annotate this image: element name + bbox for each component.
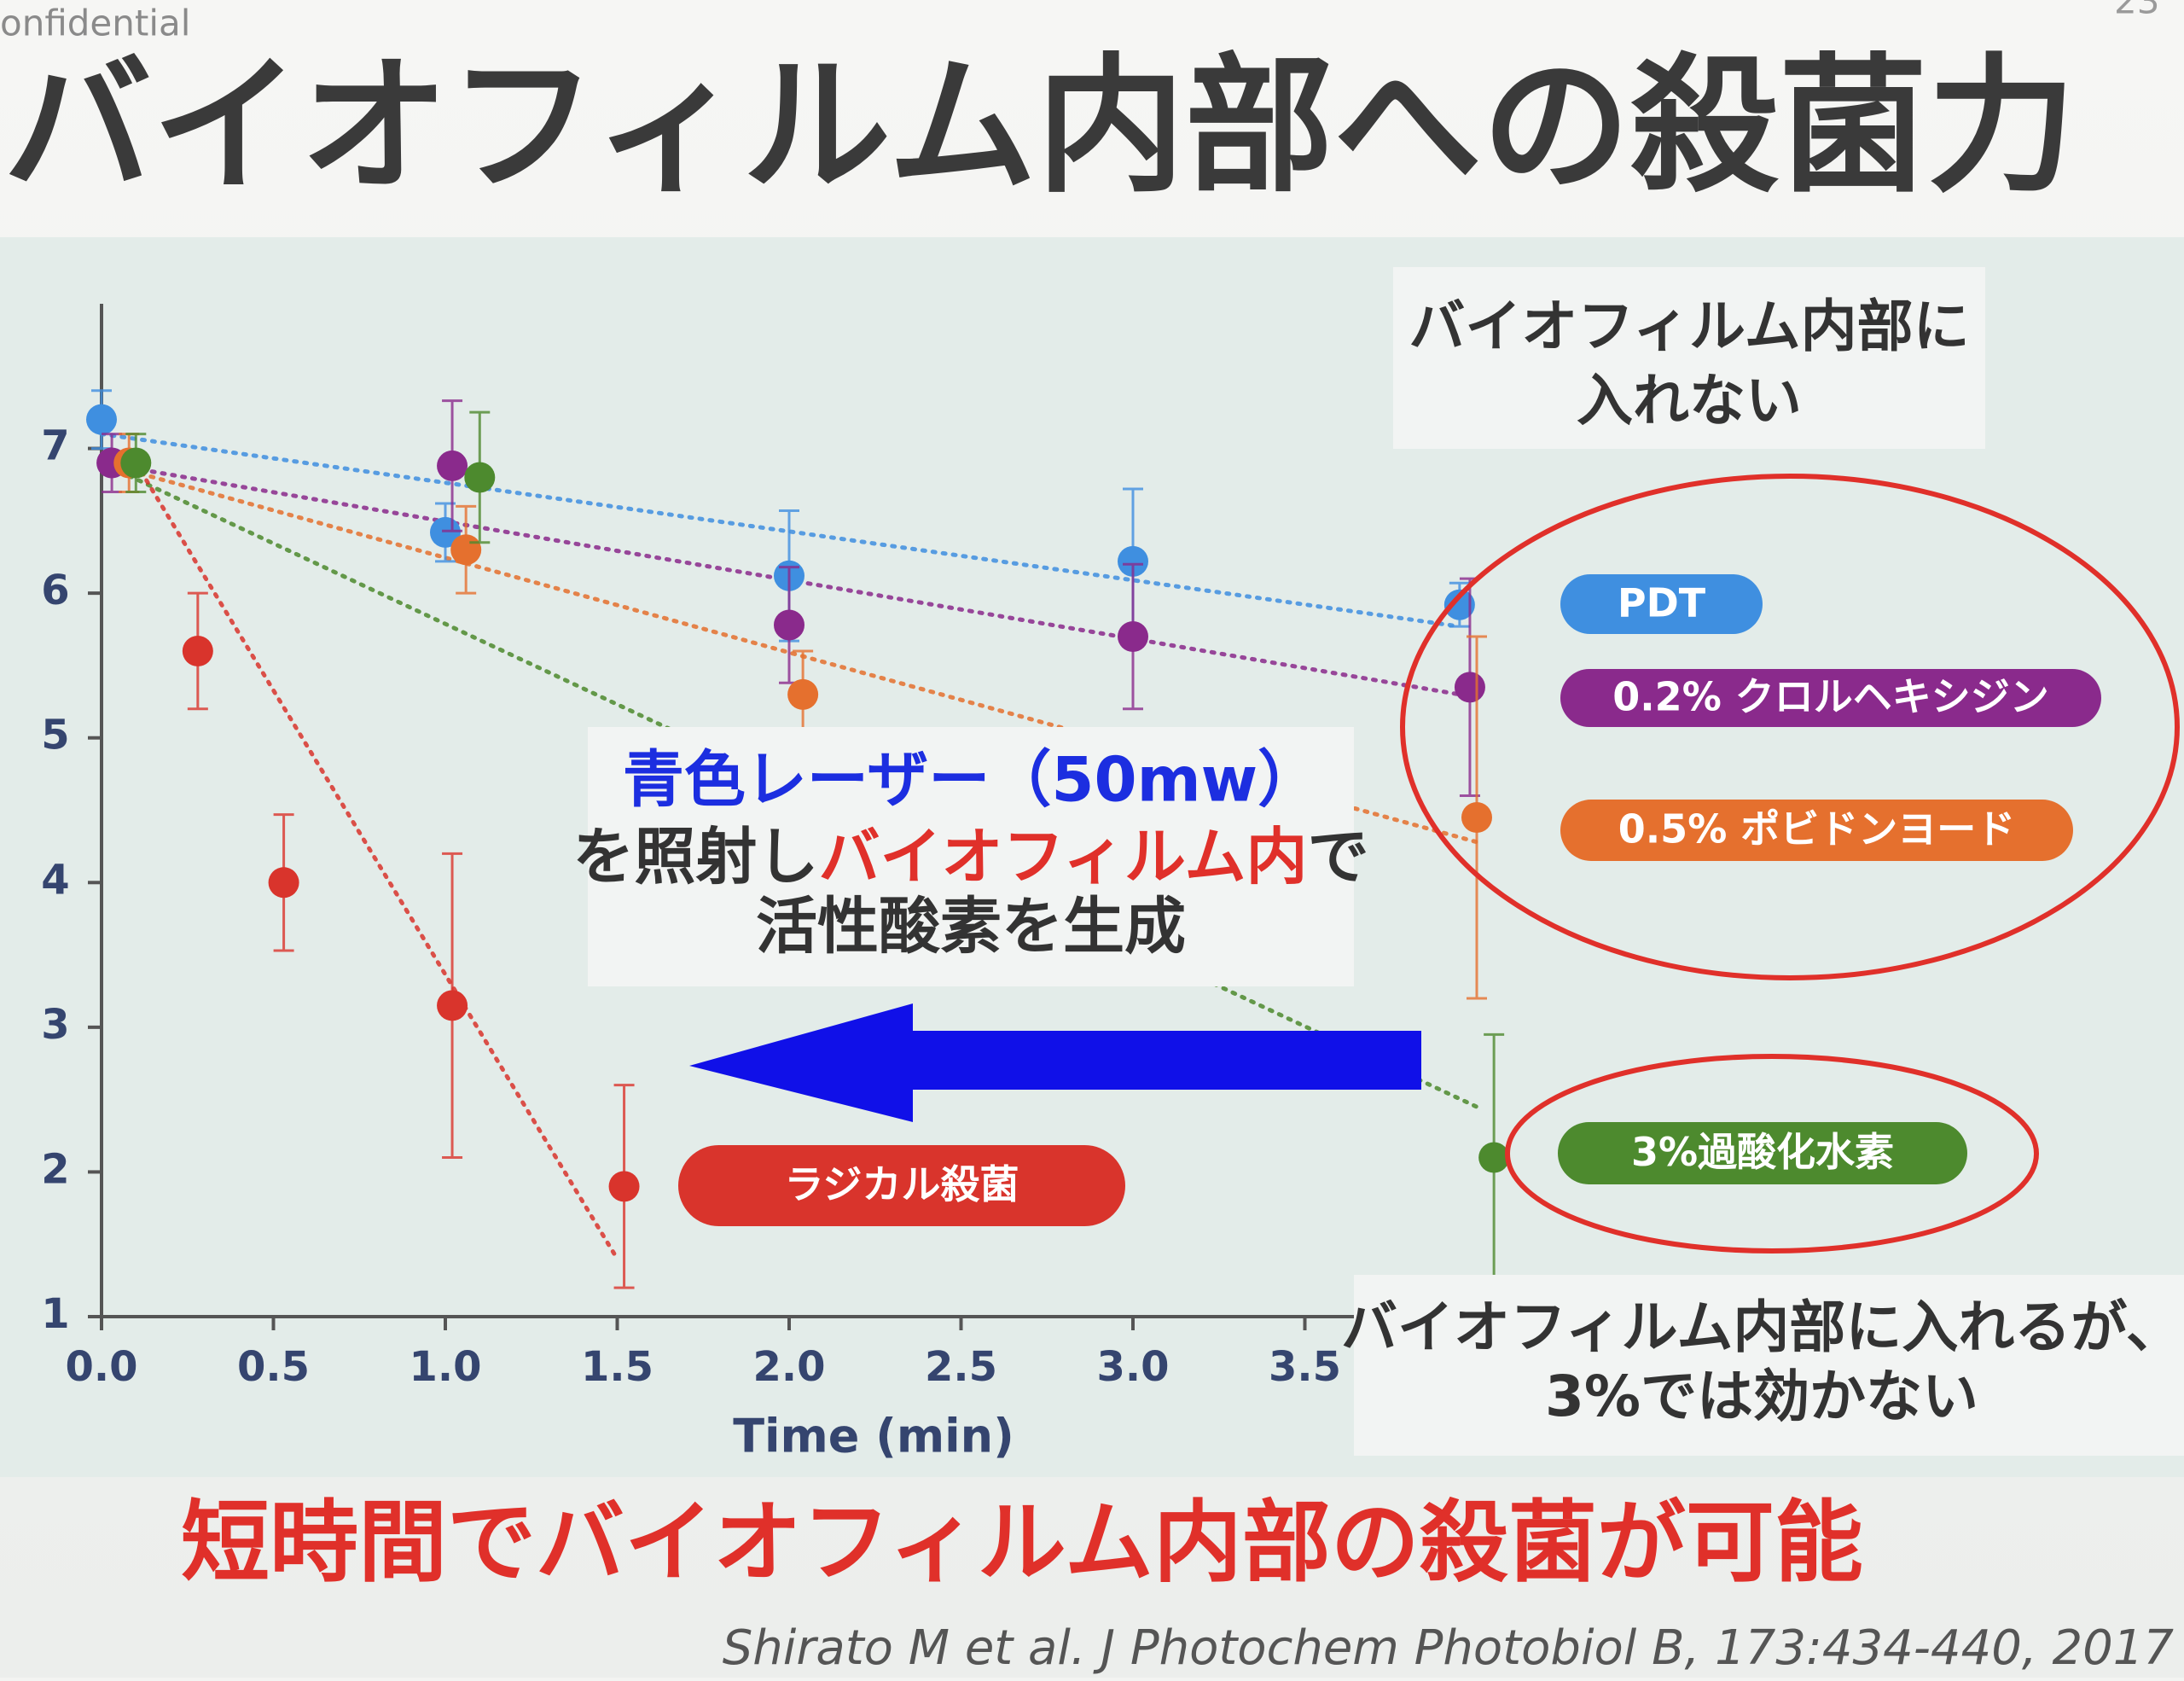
legend-label: 0.2% クロルヘキシジン <box>1612 674 2049 720</box>
data-point <box>120 447 152 479</box>
laser-note: 青色レーザー（50mw） <box>623 744 1319 816</box>
data-point <box>1118 545 1148 577</box>
x-tick-label: 2.5 <box>925 1343 997 1391</box>
data-point <box>1454 672 1485 703</box>
citation: Shirato M et al. J Photochem Photobiol B… <box>723 1620 2175 1676</box>
x-tick-label: 3.0 <box>1096 1343 1169 1391</box>
x-tick-label: 1.0 <box>409 1343 481 1391</box>
x-tick-label: 3.5 <box>1269 1343 1341 1391</box>
y-tick-label: 3 <box>41 1001 69 1049</box>
note: バイオフィルム内部に入れるが、 <box>1341 1294 2182 1360</box>
legend: PDT 0.2% クロルヘキシジン 0.5% ポビドンヨード 3%過酸化水素ラジカル殺… <box>678 574 2101 1226</box>
y-tick-label: 5 <box>41 712 69 759</box>
x-tick-label: 2.0 <box>752 1343 825 1391</box>
note-part: バイオフィルム内 <box>818 821 1307 893</box>
conclusion: 短時間でバイオフィルム内部の殺菌が可能 <box>181 1490 1863 1594</box>
slide-title: バイオフィルム内部への殺菌力 <box>3 40 2076 213</box>
confidential: onfidential <box>0 3 190 44</box>
legend-swatch <box>678 1145 1125 1226</box>
trend-line <box>99 432 1462 629</box>
legend-label: PDT <box>1618 580 1706 626</box>
data-point <box>774 609 804 641</box>
legend-swatch <box>1560 800 2073 861</box>
y-tick-label: 1 <box>41 1290 69 1338</box>
note-box <box>1393 267 1985 449</box>
data-point <box>268 867 299 899</box>
legend-swatch <box>1560 574 1763 634</box>
data-point <box>1443 589 1475 620</box>
data-point <box>1118 621 1148 653</box>
y-tick-label: 2 <box>41 1145 69 1193</box>
y-tick-label: 6 <box>41 567 69 614</box>
arrow <box>689 1003 1421 1122</box>
legend-label: ラジカル殺菌 <box>784 1161 1019 1207</box>
note: 3%では効かない <box>1545 1364 1978 1429</box>
note-box <box>1354 1275 2184 1456</box>
highlight-ellipse <box>1400 474 2180 980</box>
legend-swatch <box>1558 1122 1967 1184</box>
data-point <box>450 534 482 566</box>
x-axis-label: Time (min) <box>733 1410 1014 1463</box>
y-tick-label: 4 <box>41 856 69 904</box>
data-point <box>86 404 117 435</box>
note-part: を照射し <box>572 821 818 893</box>
data-point <box>437 990 468 1021</box>
data-point <box>608 1171 640 1202</box>
y-tick-label: 7 <box>41 422 69 470</box>
data-point <box>787 678 819 710</box>
note: 入れない <box>1577 368 1802 433</box>
page-number: 23 <box>2114 0 2159 22</box>
data-point <box>1478 1142 1510 1173</box>
trend-line <box>133 461 619 1261</box>
laser-note: 活性酸素を生成 <box>756 891 1186 963</box>
note: バイオフィルム内部に <box>1409 294 1969 359</box>
x-tick-label: 0.0 <box>65 1343 137 1391</box>
x-tick-label: 0.5 <box>237 1343 310 1391</box>
laser-note: を照射しバイオフィルム内で <box>572 821 1368 893</box>
legend-label: 0.5% ポビドンヨード <box>1618 806 2016 852</box>
data-point <box>464 462 496 493</box>
data-point <box>437 450 468 481</box>
data-point <box>182 635 213 666</box>
x-tick-label: 1.5 <box>581 1343 653 1391</box>
highlight-ellipse <box>1505 1054 2039 1253</box>
legend-swatch <box>1560 669 2101 727</box>
note-box <box>588 727 1354 986</box>
data-point <box>1461 801 1492 833</box>
note-part: で <box>1308 821 1369 893</box>
legend-label: 3%過酸化水素 <box>1631 1129 1894 1175</box>
